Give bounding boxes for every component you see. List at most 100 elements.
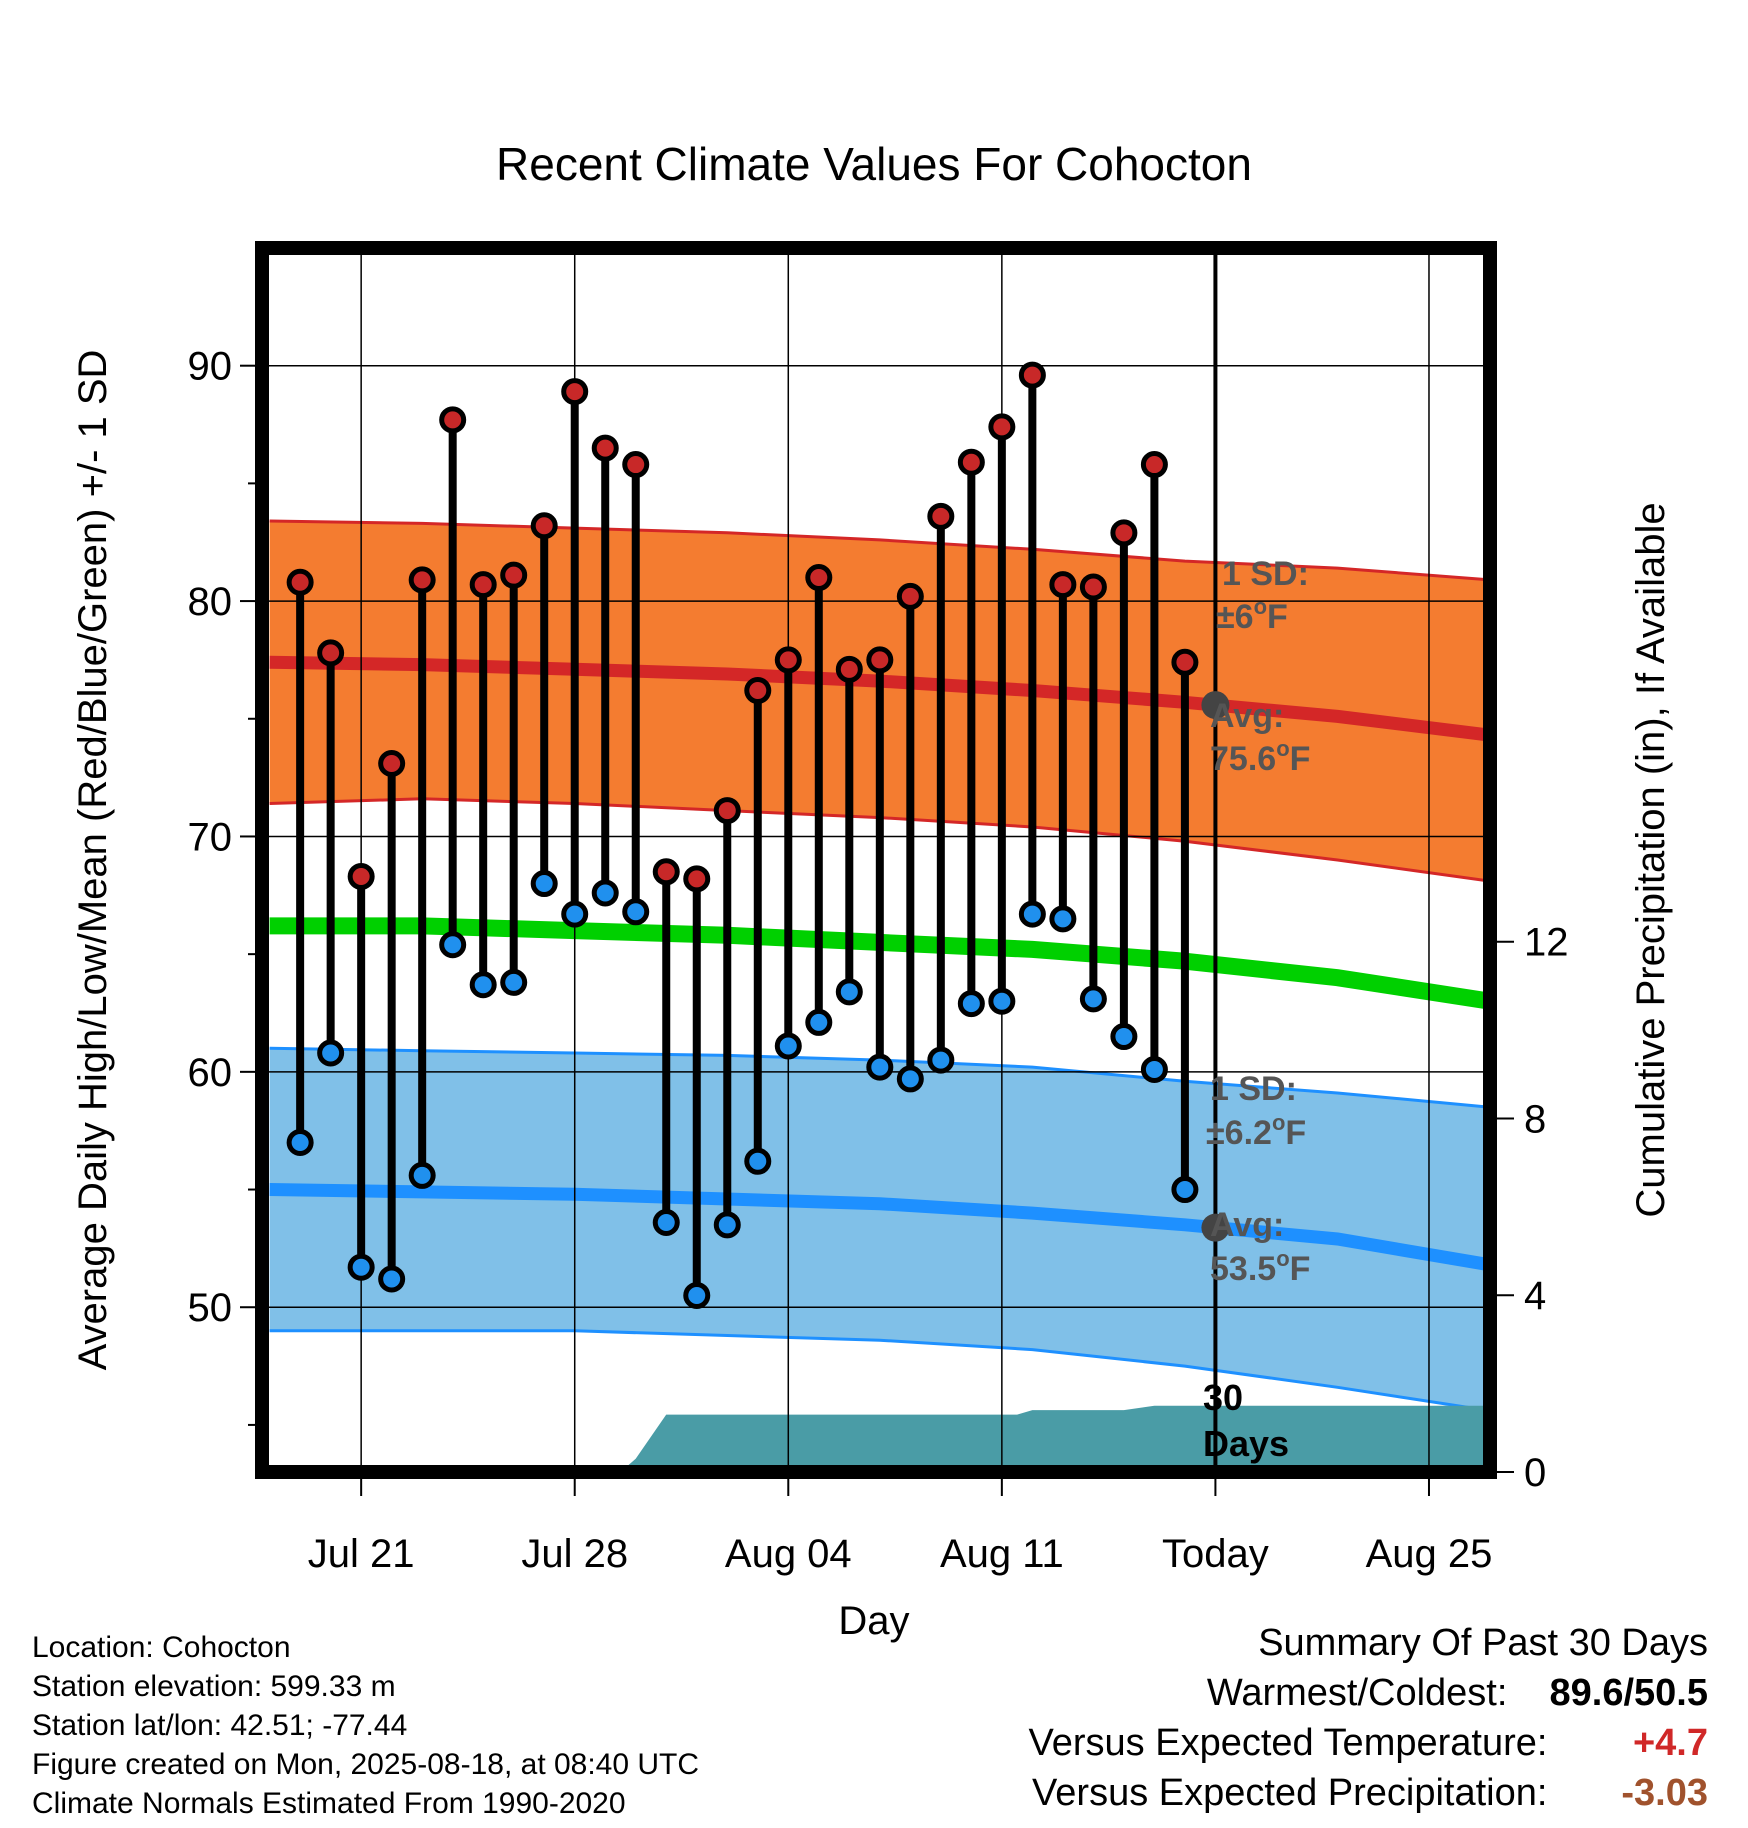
high-sd-degree: o bbox=[1254, 594, 1267, 619]
daily-high-point bbox=[591, 434, 619, 462]
daily-low-point bbox=[469, 971, 497, 999]
daily-high-point bbox=[622, 451, 650, 479]
daily-low-point bbox=[896, 1065, 924, 1093]
low-sd-value: ±6.2 bbox=[1206, 1114, 1272, 1152]
daily-low-point bbox=[652, 1208, 680, 1236]
y-tick-label: 70 bbox=[188, 815, 233, 859]
today-avg-high-marker bbox=[1201, 691, 1230, 720]
temp-label: Versus Expected Temperature: bbox=[1028, 1722, 1548, 1764]
y2-axis-label: Cumulative Precipitation (in), If Availa… bbox=[1629, 502, 1673, 1217]
y-tick-label: 50 bbox=[188, 1286, 233, 1330]
high-avg-annotation: Avg: 75.6oF bbox=[1210, 697, 1310, 778]
low-sd-band bbox=[269, 1048, 1490, 1411]
normals-text: Climate Normals Estimated From 1990-2020 bbox=[32, 1787, 626, 1820]
daily-high-point bbox=[774, 646, 802, 674]
location-text: Location: Cohocton bbox=[32, 1631, 291, 1664]
chart-title: Recent Climate Values For Cohocton bbox=[496, 138, 1252, 190]
daily-low-point bbox=[1171, 1176, 1199, 1204]
avg-low-line bbox=[269, 1183, 1490, 1272]
low-avg-degree: o bbox=[1276, 1246, 1289, 1271]
x-tick-label: Aug 11 bbox=[940, 1532, 1064, 1576]
high-sd-annotation: 1 SD: ±6oF bbox=[1216, 555, 1309, 636]
y-axis-label: Average Daily High/Low/Mean (Red/Blue/Gr… bbox=[71, 350, 115, 1371]
warm-cold-value: 89.6/50.5 bbox=[1549, 1672, 1708, 1714]
high-sd-line2: ±6oF bbox=[1216, 594, 1288, 636]
latlon-text: Station lat/lon: 42.51; -77.44 bbox=[32, 1709, 408, 1742]
summary-title: Summary Of Past 30 Days bbox=[1258, 1622, 1708, 1664]
today-label: 30 Days bbox=[1203, 1377, 1289, 1464]
summary-precip-row: Versus Expected Precipitation: -3.03 bbox=[808, 1768, 1708, 1818]
low-sd-degree: o bbox=[1272, 1110, 1285, 1135]
precip-value: -3.03 bbox=[1621, 1772, 1708, 1814]
daily-high-point bbox=[1079, 573, 1107, 601]
daily-high-point bbox=[683, 865, 711, 893]
station-info: Location: Cohocton Station elevation: 59… bbox=[32, 1628, 932, 1823]
daily-low-point bbox=[927, 1046, 955, 1074]
precip-label: Versus Expected Precipitation: bbox=[1032, 1772, 1548, 1814]
daily-high-point bbox=[317, 639, 345, 667]
daily-high-point bbox=[561, 378, 589, 406]
daily-low-point bbox=[286, 1128, 314, 1156]
high-sd-line1: 1 SD: bbox=[1222, 555, 1309, 593]
high-avg-degree: o bbox=[1276, 736, 1289, 761]
daily-high-point bbox=[439, 406, 467, 434]
daily-low-point bbox=[378, 1265, 406, 1293]
daily-low-point bbox=[1079, 985, 1107, 1013]
low-avg-line2: 53.5oF bbox=[1210, 1246, 1310, 1288]
low-sd-annotation: 1 SD: ±6.2oF bbox=[1206, 1070, 1306, 1152]
daily-high-point bbox=[835, 655, 863, 683]
daily-high-point bbox=[1018, 361, 1046, 389]
high-avg-value: 75.6 bbox=[1210, 740, 1276, 778]
x-tick-label: Jul 28 bbox=[521, 1532, 628, 1576]
daily-low-point bbox=[591, 879, 619, 907]
daily-high-point bbox=[652, 858, 680, 886]
plot-frame bbox=[255, 241, 1497, 1479]
daily-high-point bbox=[1110, 519, 1138, 547]
daily-low-point bbox=[713, 1211, 741, 1239]
daily-high-point bbox=[408, 566, 436, 594]
daily-high-point bbox=[927, 502, 955, 530]
created-text: Figure created on Mon, 2025-08-18, at 08… bbox=[32, 1748, 700, 1781]
y2-tick-label: 12 bbox=[1524, 921, 1569, 965]
daily-high-point bbox=[469, 571, 497, 599]
daily-low-point bbox=[561, 900, 589, 928]
high-sd-value: ±6 bbox=[1216, 598, 1254, 636]
daily-low-point bbox=[866, 1053, 894, 1081]
daily-low-point bbox=[683, 1281, 711, 1309]
low-avg-line1: Avg: bbox=[1210, 1206, 1284, 1244]
daily-low-point bbox=[439, 931, 467, 959]
today-label-line1: 30 bbox=[1203, 1377, 1243, 1418]
daily-low-point bbox=[957, 990, 985, 1018]
y2-tick-label: 4 bbox=[1524, 1274, 1546, 1318]
y2-tick-label: 0 bbox=[1524, 1451, 1546, 1495]
daily-high-point bbox=[866, 646, 894, 674]
daily-high-point bbox=[896, 582, 924, 610]
high-avg-line1: Avg: bbox=[1210, 697, 1284, 735]
daily-low-point bbox=[317, 1039, 345, 1067]
daily-low-point bbox=[774, 1032, 802, 1060]
y-tick-label: 60 bbox=[188, 1051, 233, 1095]
daily-low-point bbox=[1049, 905, 1077, 933]
daily-high-point bbox=[1049, 571, 1077, 599]
warm-cold-label: Warmest/Coldest: bbox=[1206, 1672, 1508, 1714]
daily-high-point bbox=[1171, 648, 1199, 676]
precip-area bbox=[269, 1405, 1490, 1472]
daily-low-point bbox=[530, 870, 558, 898]
daily-low-point bbox=[744, 1147, 772, 1175]
daily-high-point bbox=[744, 677, 772, 705]
x-axis-label: Day bbox=[838, 1599, 909, 1643]
y-tick-label: 90 bbox=[188, 345, 233, 389]
daily-low-point bbox=[1110, 1023, 1138, 1051]
low-sd-line1: 1 SD: bbox=[1210, 1070, 1297, 1108]
low-avg-unit: F bbox=[1290, 1250, 1311, 1288]
summary-temp-row: Versus Expected Temperature: +4.7 bbox=[808, 1718, 1708, 1768]
daily-low-point bbox=[805, 1008, 833, 1036]
daily-high-point bbox=[378, 749, 406, 777]
y2-tick-label: 8 bbox=[1524, 1097, 1546, 1141]
low-avg-value: 53.5 bbox=[1210, 1250, 1276, 1288]
high-avg-unit: F bbox=[1290, 740, 1311, 778]
low-sd-line2: ±6.2oF bbox=[1206, 1110, 1306, 1152]
daily-high-point bbox=[805, 564, 833, 592]
y-tick-label: 80 bbox=[188, 580, 233, 624]
daily-high-point bbox=[988, 413, 1016, 441]
